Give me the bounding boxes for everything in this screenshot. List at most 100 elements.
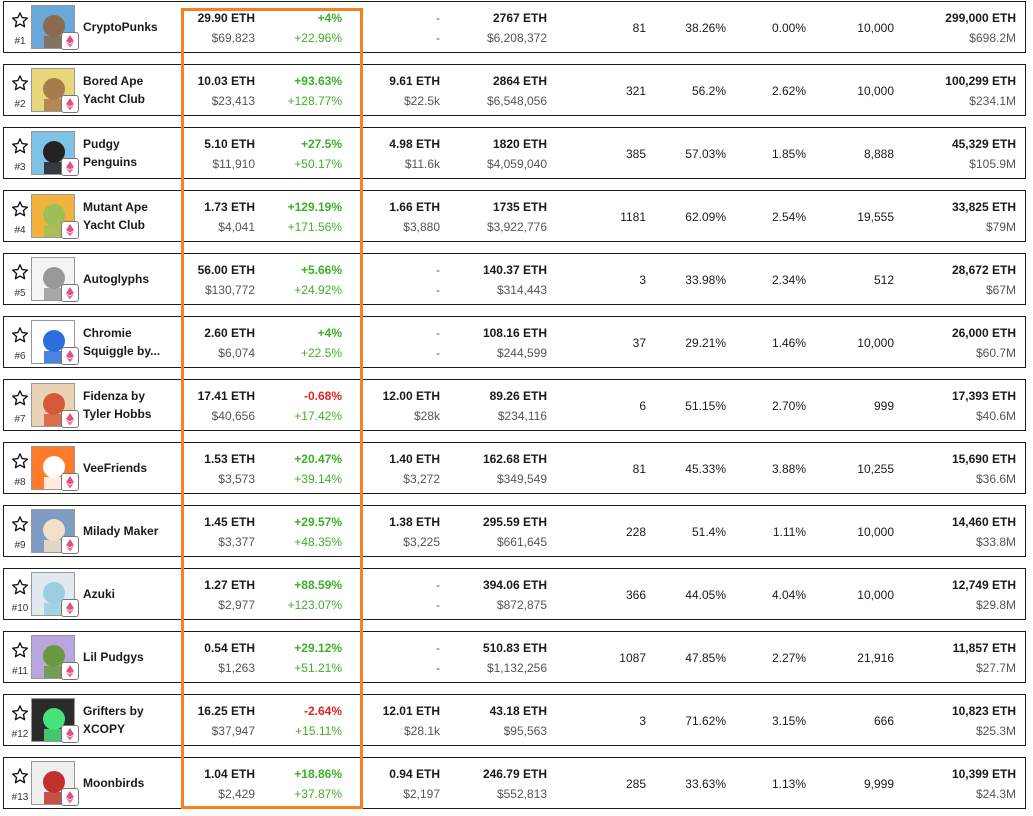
floor-change-eth: +20.47%: [294, 452, 342, 466]
floor-change-eth: +4%: [317, 11, 342, 25]
sales-count: 285: [625, 777, 646, 791]
market-cap-usd: $67M: [985, 283, 1016, 297]
market-cap-eth: 10,823 ETH: [951, 704, 1016, 718]
market-cap-usd: $25.3M: [975, 724, 1016, 738]
table-row[interactable]: #13 Moonbirds 1.04 ETH $2,429 +18.86% +37.87%…: [3, 757, 1026, 809]
star-icon[interactable]: [11, 74, 29, 92]
top-bid-eth: 4.98 ETH: [389, 137, 440, 151]
table-row[interactable]: #8 VeeFriends 1.53 ETH $3,573 +20.47% +39.14%…: [3, 442, 1026, 494]
collection-name[interactable]: VeeFriends: [83, 460, 148, 475]
top-bid-eth: 0.94 ETH: [389, 767, 440, 781]
star-icon[interactable]: [11, 578, 29, 596]
collection-name[interactable]: Autoglyphs: [83, 271, 149, 286]
floor-change-usd: +22.96%: [294, 31, 342, 45]
table-row[interactable]: #9 Milady Maker 1.45 ETH $3,377 +29.57% +48.3…: [3, 505, 1026, 557]
collection-name[interactable]: Mutant Ape Yacht Club: [83, 199, 148, 232]
floor-price-eth: 17.41 ETH: [197, 389, 255, 403]
floor-price-usd: $130,772: [204, 283, 255, 297]
ethereum-icon: [61, 347, 79, 365]
table-row[interactable]: #11 Lil Pudgys 0.54 ETH $1,263 +29.12% +51.21…: [3, 631, 1026, 683]
table-row[interactable]: #6 Chromie Squiggle by... 2.60 ETH $6,074 +4%…: [3, 316, 1026, 368]
table-row[interactable]: #2 Bored Ape Yacht Club 10.03 ETH $23,413 +93…: [3, 64, 1026, 116]
volume-usd: $234,116: [497, 409, 547, 423]
collection-name[interactable]: Grifters by XCOPY: [83, 703, 144, 736]
floor-price-eth: 29.90 ETH: [197, 11, 255, 25]
supply-count: 999: [873, 399, 894, 413]
collection-name[interactable]: Bored Ape Yacht Club: [83, 73, 146, 106]
collection-name[interactable]: Lil Pudgys: [83, 649, 144, 664]
star-icon[interactable]: [11, 704, 29, 722]
collection-name[interactable]: Pudgy Penguins: [83, 136, 138, 169]
table-row[interactable]: #5 Autoglyphs 56.00 ETH $130,772 +5.66% +24.9…: [3, 253, 1026, 305]
collection-thumbnail: [31, 509, 75, 553]
market-cap-eth: 45,329 ETH: [951, 137, 1016, 151]
table-row[interactable]: #12 Grifters by XCOPY 16.25 ETH $37,947 -2.64…: [3, 694, 1026, 746]
volume-eth: 2767 ETH: [492, 11, 547, 25]
listed-percent: 0.00%: [771, 21, 806, 35]
market-cap-eth: 299,000 ETH: [945, 11, 1016, 25]
star-icon[interactable]: [11, 200, 29, 218]
volume-eth: 162.68 ETH: [482, 452, 547, 466]
ethereum-icon: [61, 95, 79, 113]
top-bid-usd: -: [436, 283, 440, 297]
listed-percent: 2.62%: [771, 84, 806, 98]
owners-percent: 47.85%: [685, 651, 726, 665]
collection-name[interactable]: Chromie Squiggle by...: [83, 325, 161, 358]
floor-price-usd: $23,413: [211, 94, 255, 108]
top-bid-usd: $2,197: [403, 787, 440, 801]
star-icon[interactable]: [11, 137, 29, 155]
sales-count: 3: [639, 714, 646, 728]
floor-change-usd: +22.5%: [300, 346, 342, 360]
star-icon[interactable]: [11, 641, 29, 659]
table-row[interactable]: #3 Pudgy Penguins 5.10 ETH $11,910 +27.5% +50.…: [3, 127, 1026, 179]
collection-name[interactable]: Fidenza by Tyler Hobbs: [83, 388, 152, 421]
supply-count: 21,916: [857, 651, 894, 665]
market-cap-eth: 28,672 ETH: [951, 263, 1016, 277]
star-icon[interactable]: [11, 389, 29, 407]
volume-eth: 43.18 ETH: [489, 704, 547, 718]
collection-name[interactable]: CryptoPunks: [83, 19, 158, 34]
collection-name[interactable]: Milady Maker: [83, 523, 159, 538]
top-bid-usd: $3,225: [403, 535, 440, 549]
owners-percent: 38.26%: [685, 21, 726, 35]
volume-usd: $1,132,256: [486, 661, 547, 675]
floor-change-usd: +17.42%: [294, 409, 342, 423]
top-bid-eth: -: [436, 326, 440, 340]
star-icon[interactable]: [11, 767, 29, 785]
table-row[interactable]: #1 CryptoPunks 29.90 ETH $69,823 +4% +22.96% -…: [3, 1, 1026, 53]
star-icon[interactable]: [11, 11, 29, 29]
rank-label: #7: [14, 414, 26, 425]
star-icon[interactable]: [11, 263, 29, 281]
table-row[interactable]: #4 Mutant Ape Yacht Club 1.73 ETH $4,041 +129…: [3, 190, 1026, 242]
floor-price-eth: 0.54 ETH: [204, 641, 255, 655]
table-row[interactable]: #10 Azuki 1.27 ETH $2,977 +88.59% +123.07% - - 3…: [3, 568, 1026, 620]
top-bid-eth: -: [436, 263, 440, 277]
rank-label: #11: [12, 666, 28, 677]
floor-price-eth: 1.73 ETH: [204, 200, 255, 214]
supply-count: 10,000: [857, 336, 894, 350]
top-bid-eth: 12.00 ETH: [382, 389, 440, 403]
supply-count: 9,999: [863, 777, 894, 791]
top-bid-eth: 1.40 ETH: [389, 452, 440, 466]
collection-name[interactable]: Azuki: [83, 586, 116, 601]
owners-percent: 33.98%: [685, 273, 726, 287]
listed-percent: 1.13%: [771, 777, 806, 791]
sales-count: 321: [625, 84, 646, 98]
collection-name[interactable]: Moonbirds: [83, 775, 145, 790]
supply-count: 19,555: [857, 210, 894, 224]
floor-change-usd: +51.21%: [294, 661, 342, 675]
rank-label: #6: [14, 351, 26, 362]
market-cap-eth: 100,299 ETH: [945, 74, 1016, 88]
star-icon[interactable]: [11, 452, 29, 470]
market-cap-eth: 33,825 ETH: [951, 200, 1016, 214]
volume-eth: 2864 ETH: [492, 74, 547, 88]
market-cap-eth: 26,000 ETH: [951, 326, 1016, 340]
floor-change-eth: +29.57%: [294, 515, 342, 529]
top-bid-eth: 1.38 ETH: [389, 515, 440, 529]
sales-count: 81: [632, 21, 646, 35]
table-row[interactable]: #7 Fidenza by Tyler Hobbs 17.41 ETH $40,656 -…: [3, 379, 1026, 431]
ethereum-icon: [61, 221, 79, 239]
star-icon[interactable]: [11, 326, 29, 344]
listed-percent: 4.04%: [771, 588, 806, 602]
star-icon[interactable]: [11, 515, 29, 533]
